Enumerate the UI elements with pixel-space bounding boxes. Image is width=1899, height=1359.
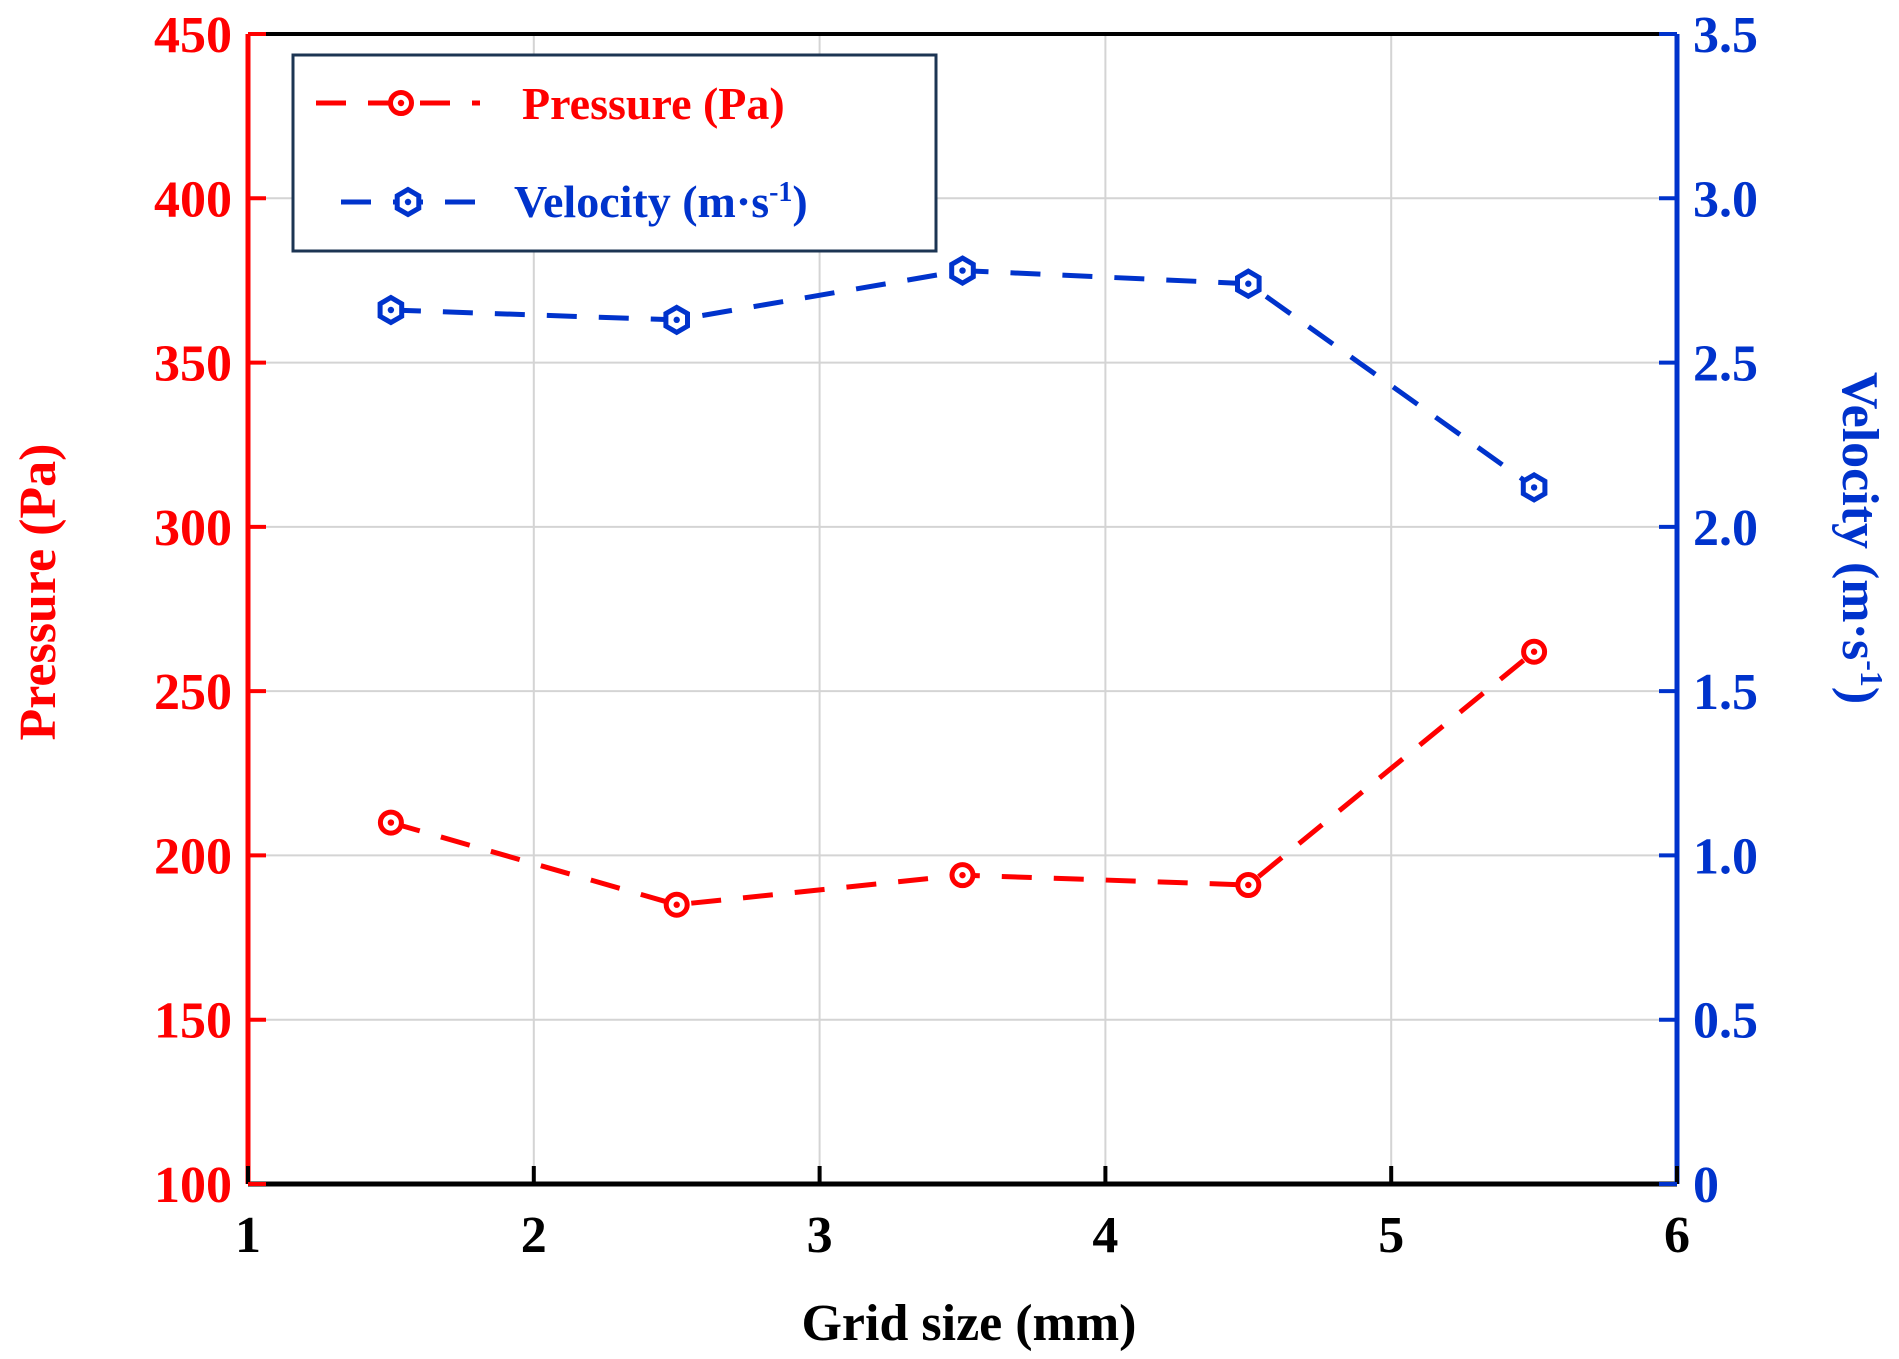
x-tick-label-4: 5 [1378,1207,1404,1264]
series-0-point-0 [377,809,404,836]
series-1 [377,255,1548,503]
series-0-point-3 [1235,872,1262,898]
series-1-point-4 [1520,472,1548,503]
right-tick-label-4: 2.0 [1693,500,1758,557]
tick-labels: 1 2 3 4 5 6 100 150 200 250 300 350 400 450 0 0.5 1.0 1.5… [154,7,1758,1264]
right-axis-label-sup: -1 [1854,660,1890,687]
series-1-line [390,268,1536,490]
legend-item-velocity: Velocity (m·s-1) [341,176,808,227]
series-0-point-4 [1521,638,1548,665]
left-tick-label-7: 450 [154,7,232,64]
legend-velocity-main: Velocity (m·s [514,176,769,227]
series-1-point-1 [663,304,690,336]
left-tick-label-3: 250 [154,664,232,721]
legend-pressure-label: Pressure (Pa) [522,78,785,129]
x-tick-label-0: 1 [235,1207,261,1264]
right-tick-label-0: 0 [1693,1157,1719,1214]
series-0-point-2 [949,862,976,889]
legend-item-pressure: Pressure (Pa) [316,78,785,129]
legend-velocity-close: ) [792,176,807,227]
series-1-point-2 [949,255,976,286]
right-axis-label-main: Velocity (m·s [1831,372,1888,660]
x-tick-label-5: 6 [1664,1207,1690,1264]
legend-box [291,53,938,253]
legend: Pressure (Pa) Velocity (m·s-1) [291,53,938,253]
legend-velocity-marker [394,186,422,218]
right-tick-label-7: 3.5 [1693,7,1758,64]
series-layer [377,255,1548,918]
right-tick-label-3: 1.5 [1693,664,1758,721]
x-tick-label-1: 2 [521,1207,547,1264]
right-tick-label-1: 0.5 [1693,993,1758,1050]
left-tick-label-0: 100 [154,1157,232,1214]
left-axis-label: Pressure (Pa) [10,444,67,741]
series-1-point-0 [377,294,405,326]
left-tick-label-6: 400 [154,171,232,228]
x-axis-label: Grid size (mm) [801,1295,1136,1352]
right-tick-label-5: 2.5 [1693,336,1758,393]
left-tick-label-2: 200 [154,828,232,885]
legend-velocity-sup: -1 [769,177,792,208]
series-1-point-3 [1235,268,1262,300]
right-tick-label-6: 3.0 [1693,171,1758,228]
legend-pressure-marker [388,90,414,116]
axes [245,32,1680,1187]
right-axis-label-close: ) [1831,687,1888,704]
series-0-point-1 [663,891,690,918]
left-tick-label-5: 350 [154,336,232,393]
right-tick-label-2: 1.0 [1693,828,1758,885]
x-tick-label-3: 4 [1092,1207,1118,1264]
series-0 [377,638,1548,918]
right-axis-label: Velocity (m·s-1) [1831,372,1890,704]
left-tick-label-1: 150 [154,993,232,1050]
legend-velocity-label: Velocity (m·s-1) [514,176,808,227]
left-tick-label-4: 300 [154,500,232,557]
x-tick-label-2: 3 [807,1207,833,1264]
